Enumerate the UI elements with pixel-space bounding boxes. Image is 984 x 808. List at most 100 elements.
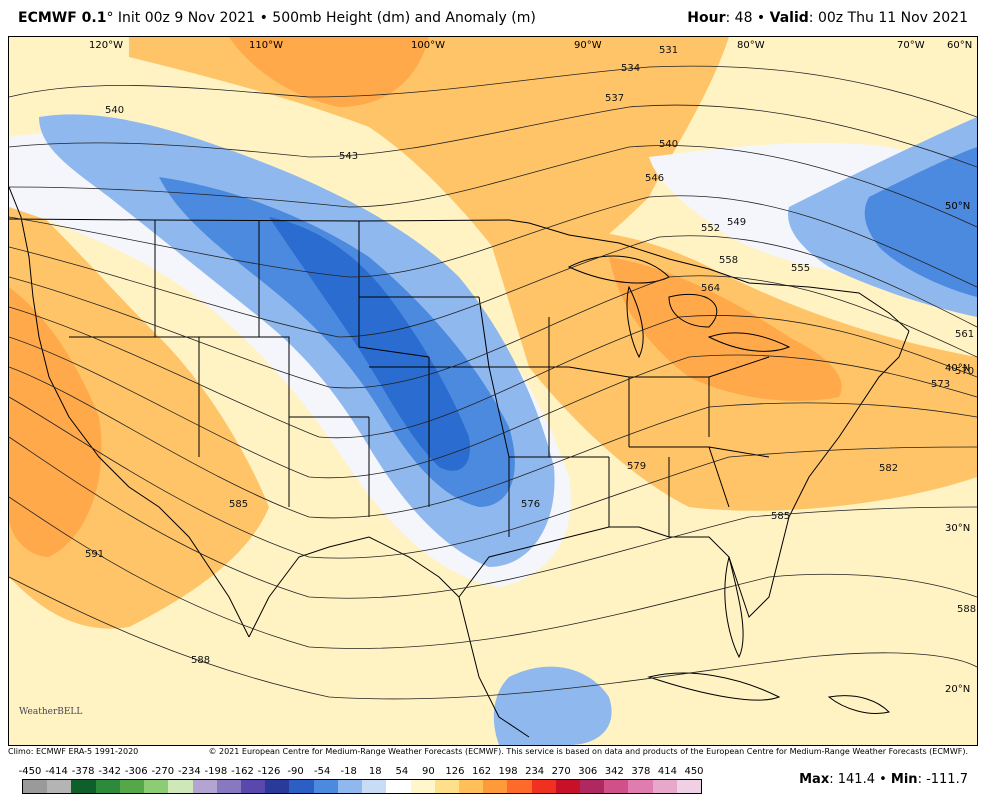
contour-label: 546 [645,173,664,184]
colorbar-swatch [531,780,556,793]
colorbar-swatch [676,780,702,793]
max-min-stats: Max: 141.4 • Min: -111.7 [799,772,968,787]
contour-label: 561 [955,329,974,340]
colorbar-tick-label: -162 [231,766,254,777]
contour-label: 564 [701,283,720,294]
colorbar-swatch [192,780,217,793]
hour-label: Hour [687,10,726,26]
latitude-labels: 50°N 40°N 30°N 20°N [945,201,970,695]
contour-label: 540 [105,105,124,116]
colorbar-swatch [95,780,120,793]
contour-label: 531 [659,45,678,56]
colorbar-swatch [555,780,581,793]
colorbar-tick-label: 450 [684,766,704,777]
lat-label: 30°N [945,523,970,534]
contour-label: 570 [955,366,974,377]
contour-label: 537 [605,93,624,104]
colorbar-swatch [23,780,48,793]
contour-label: 579 [627,461,646,472]
lon-label: 120°W [89,40,123,51]
colorbar-swatch [458,780,484,793]
colorbar-swatch [580,780,605,793]
valid-time: Hour: 48 • Valid: 00z Thu 11 Nov 2021 [687,10,968,26]
colorbar-swatch [168,780,193,793]
lon-label: 90°W [574,40,602,51]
colorbar-tick-label: -270 [151,766,175,777]
colorbar-swatch [240,780,266,793]
colorbar-swatch [628,780,653,793]
lon-label: 80°W [737,40,765,51]
colorbar-swatch [119,780,145,793]
min-value: -111.7 [926,772,968,787]
weather-map[interactable]: 120°W 110°W 100°W 90°W 80°W 70°W 60°N 50… [8,36,978,746]
min-label: Min [890,772,918,787]
map-title: ECMWF 0.1° Init 00z 9 Nov 2021 • 500mb H… [18,10,536,26]
contour-label: 555 [791,263,810,274]
colorbar-swatch [313,780,338,793]
colorbar-tick-label: -90 [287,766,304,777]
logo-text: WeatherBELL [19,707,83,717]
colorbar-tick-label: -126 [257,766,281,777]
colorbar-tick-label: 90 [422,766,435,777]
colorbar-tick-label: -234 [178,766,201,777]
contour-label: 576 [521,499,540,510]
lon-label: 70°W [897,40,925,51]
colorbar-tick-label: -450 [18,766,42,777]
max-value: 141.4 [837,772,875,787]
colorbar-tick-label: 126 [445,766,465,777]
header: ECMWF 0.1° Init 00z 9 Nov 2021 • 500mb H… [0,0,984,34]
colorbar-tick-label: 54 [395,766,409,777]
hour-value: 48 [734,10,753,26]
contour-label: 543 [339,151,358,162]
colorbar-swatch [289,780,314,793]
lon-label: 60°N [947,40,972,51]
colorbar-swatch [386,780,411,793]
colorbar-tick-labels: -450 -414 -378 -342 -306 -270 -234 -198 -162 -126… [18,766,704,778]
colorbar-swatch [337,780,363,793]
colorbar-swatch [483,780,508,793]
colorbar-tick-label: 18 [368,766,382,777]
product-name: 500mb Height (dm) and Anomaly (m) [272,10,536,26]
colorbar-tick-label: 378 [631,766,651,777]
colorbar-tick-label: -378 [71,766,95,777]
contour-label: 549 [727,217,746,228]
colorbar-tick-label: 306 [578,766,598,777]
colorbar-strip [22,779,702,794]
colorbar-swatch [604,780,629,793]
colorbar-swatch [652,780,677,793]
init-time: Init 00z 9 Nov 2021 [117,10,256,26]
lat-label: 40°N [945,363,970,374]
max-label: Max [799,772,830,787]
contour-label: 582 [879,463,898,474]
contour-label: 573 [931,379,950,390]
colorbar-tick-label: 198 [498,766,518,777]
anomaly-colorbar: -450 -414 -378 -342 -306 -270 -234 -198 -162 -126… [18,766,704,794]
colorbar-tick-label: -54 [313,766,331,777]
colorbar-tick-label: -414 [45,766,68,777]
colorbar-tick-label: 414 [657,766,677,777]
colorbar-swatch [144,780,169,793]
colorbar-swatch [507,780,532,793]
climo-note: Climo: ECMWF ERA-5 1991-2020 [8,747,139,756]
colorbar-tick-label: -306 [124,766,148,777]
colorbar-swatch [265,780,290,793]
colorbar-swatch [362,780,387,793]
colorbar-tick-label: -342 [98,766,122,777]
lon-label: 110°W [249,40,283,51]
contour-label: 585 [771,511,790,522]
contour-label: 540 [659,139,678,150]
contour-label: 585 [229,499,248,510]
lon-label: 100°W [411,40,445,51]
weatherbell-logo: WeatherBELL [19,707,82,717]
colorbar-swatch [216,780,241,793]
contour-labels: 540 543 531 534 537 540 546 549 552 555 … [85,45,976,666]
lat-label: 20°N [945,684,970,695]
contour-label: 552 [701,223,720,234]
colorbar-swatch [410,780,435,793]
colorbar-swatch [71,780,96,793]
colorbar-tick-label: 234 [525,766,545,777]
contour-label: 591 [85,549,104,560]
valid-value: 00z Thu 11 Nov 2021 [817,10,968,26]
colorbar-tick-label: -198 [204,766,228,777]
contour-label: 588 [191,655,210,666]
